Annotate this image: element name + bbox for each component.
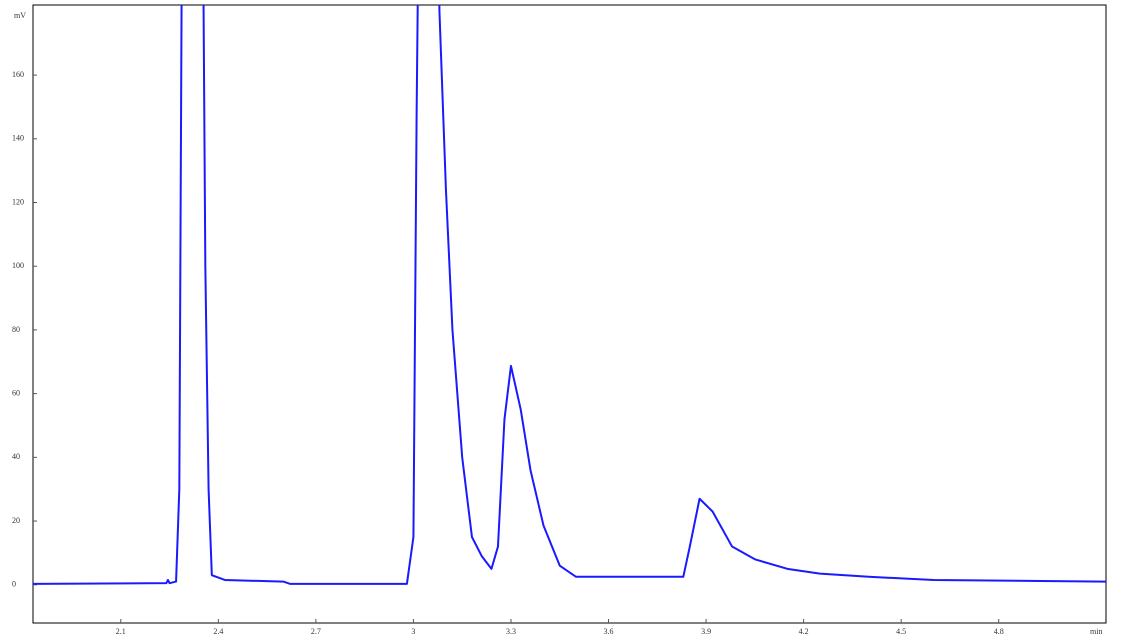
y-tick-label: 120 bbox=[12, 197, 24, 206]
x-tick-label: 2.7 bbox=[311, 627, 321, 636]
x-tick-label: 3.3 bbox=[506, 627, 516, 636]
x-tick-label: 4.2 bbox=[799, 627, 809, 636]
chromatogram-line bbox=[33, 5, 1106, 585]
y-tick-label: 100 bbox=[12, 261, 24, 270]
x-tick-label: 4.8 bbox=[994, 627, 1004, 636]
y-tick-label: 20 bbox=[12, 516, 20, 525]
y-tick-label: 140 bbox=[12, 134, 24, 143]
x-tick-label: 2.1 bbox=[116, 627, 126, 636]
plot-frame bbox=[32, 4, 1107, 624]
x-tick-label: 3.9 bbox=[701, 627, 711, 636]
x-tick-label: 2.4 bbox=[213, 627, 223, 636]
y-tick-label: 0 bbox=[12, 580, 16, 589]
y-tick-label: 160 bbox=[12, 70, 24, 79]
y-tick-label: 40 bbox=[12, 452, 20, 461]
x-tick-label: 3 bbox=[411, 627, 415, 636]
x-axis-label: min bbox=[1090, 627, 1102, 636]
x-tick-label: 4.5 bbox=[896, 627, 906, 636]
y-tick-label: 80 bbox=[12, 325, 20, 334]
x-tick-label: 3.6 bbox=[604, 627, 614, 636]
y-axis-label: mV bbox=[14, 11, 26, 20]
y-tick-label: 60 bbox=[12, 388, 20, 397]
